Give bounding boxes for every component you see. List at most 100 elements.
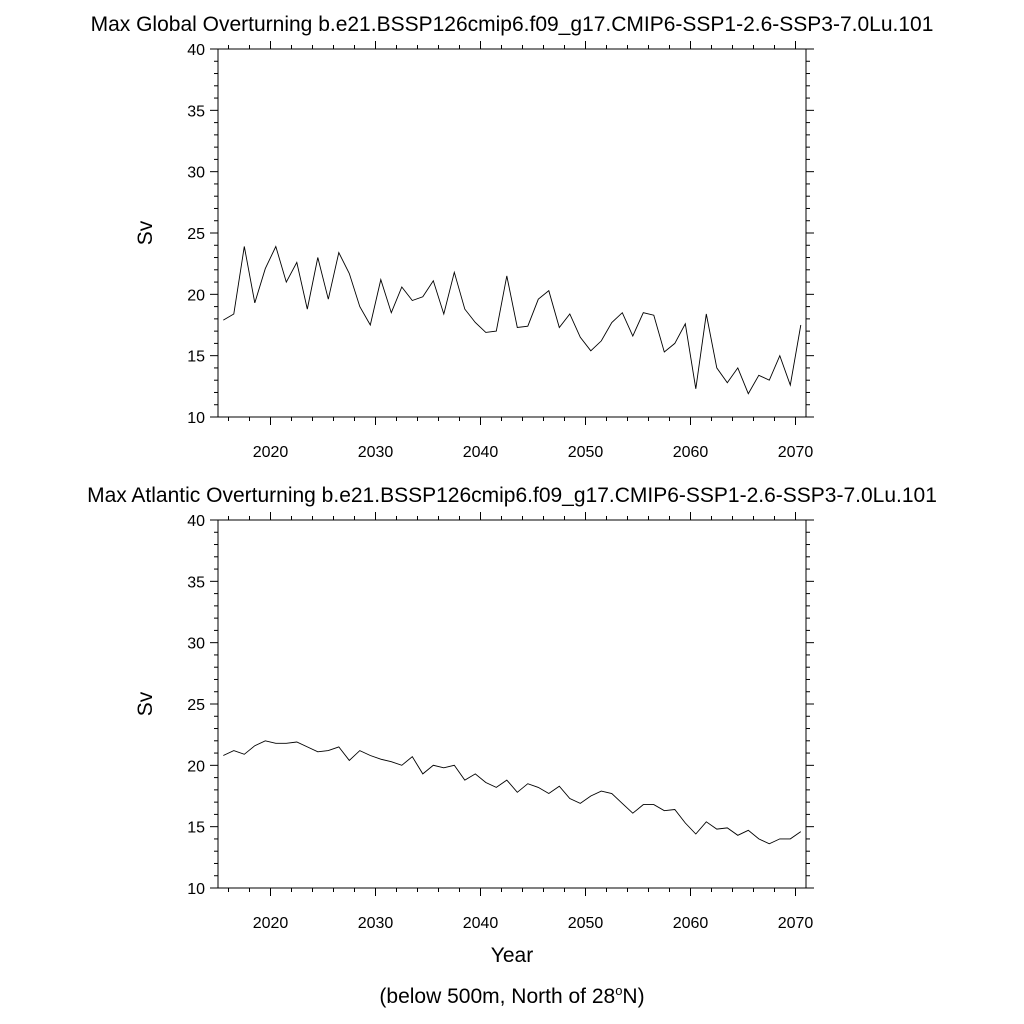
y-tick-label: 20 (187, 287, 205, 304)
atlantic-data-point (747, 829, 750, 832)
global-data-point (432, 279, 435, 282)
global-data-point (778, 354, 781, 357)
x-axis-label: Year (491, 944, 533, 967)
atlantic-data-point (369, 754, 372, 757)
atlantic-data-point (505, 779, 508, 782)
global-data-point (789, 384, 792, 387)
atlantic-y-tick-labels: 10 15 20 25 30 35 40 (187, 513, 205, 898)
y-tick-label: 35 (187, 574, 205, 591)
global-data-point (684, 322, 687, 325)
atlantic-data-point (726, 826, 729, 829)
global-x-tick-labels: 2020 2030 2040 2050 2060 2070 (253, 444, 814, 461)
global-data-point (316, 256, 319, 259)
global-data-point (358, 305, 361, 308)
global-data-point (600, 339, 603, 342)
atlantic-data-point (379, 758, 382, 761)
atlantic-data-point (274, 742, 277, 745)
global-data-point (232, 313, 235, 316)
y-tick-label: 25 (187, 226, 205, 243)
global-data-point (400, 286, 403, 289)
atlantic-data-point (421, 772, 424, 775)
y-tick-label: 30 (187, 636, 205, 653)
atlantic-data-point (316, 750, 319, 753)
atlantic-data-point (306, 745, 309, 748)
global-data-point (442, 313, 445, 316)
global-data-point (715, 366, 718, 369)
global-data-point (757, 374, 760, 377)
global-data-point (243, 245, 246, 248)
atlantic-data-point (526, 782, 529, 785)
global-data-point (411, 299, 414, 302)
atlantic-x-tick-labels: 2020 2030 2040 2050 2060 2070 (253, 915, 814, 932)
atlantic-data-point (684, 822, 687, 825)
atlantic-data-point (474, 772, 477, 775)
y-tick-label: 15 (187, 820, 205, 837)
global-data-point (642, 311, 645, 314)
global-data-point (390, 311, 393, 314)
global-data-point (264, 267, 267, 270)
y-tick-label: 30 (187, 165, 205, 182)
global-data-point (369, 324, 372, 327)
y-tick-label: 10 (187, 881, 205, 898)
y-tick-label: 35 (187, 103, 205, 120)
global-data-point (537, 298, 540, 301)
atlantic-data-point (516, 791, 519, 794)
atlantic-data-point (442, 766, 445, 769)
y-tick-label: 10 (187, 410, 205, 427)
atlantic-data-point (264, 739, 267, 742)
footnote: (below 500m, North of 28oN) (379, 983, 644, 1008)
global-data-point (379, 278, 382, 281)
atlantic-data-point (736, 834, 739, 837)
global-data-point (474, 321, 477, 324)
atlantic-data-point (621, 802, 624, 805)
atlantic-data-point (558, 785, 561, 788)
atlantic-data-point (390, 760, 393, 763)
atlantic-data-point (337, 745, 340, 748)
atlantic-y-axis-label: Sv (134, 691, 157, 716)
atlantic-data-point (232, 749, 235, 752)
global-data-point (799, 324, 802, 327)
global-data-point (547, 289, 550, 292)
x-tick-label: 2030 (358, 915, 394, 932)
atlantic-data-point (652, 803, 655, 806)
y-tick-label: 40 (187, 513, 205, 530)
global-data-point (589, 349, 592, 352)
y-tick-label: 15 (187, 349, 205, 366)
global-plot-frame (217, 48, 807, 418)
x-tick-label: 2040 (463, 444, 499, 461)
atlantic-data-point (537, 786, 540, 789)
global-data-point (306, 308, 309, 311)
atlantic-data-point (463, 779, 466, 782)
global-data-point (579, 336, 582, 339)
global-data-point (516, 326, 519, 329)
global-overturning-line (223, 245, 802, 395)
footnote-prefix: (below 500m, North of 28 (379, 985, 615, 1008)
global-data-point (610, 321, 613, 324)
global-data-point (285, 281, 288, 284)
global-y-axis-label: Sv (134, 220, 157, 245)
global-data-point (453, 271, 456, 274)
global-data-point (327, 298, 330, 301)
x-tick-label: 2020 (253, 915, 289, 932)
global-data-point (348, 272, 351, 275)
atlantic-data-point (715, 828, 718, 831)
global-data-point (631, 335, 634, 338)
global-data-point (505, 274, 508, 277)
x-tick-label: 2030 (358, 444, 394, 461)
x-tick-label: 2070 (778, 444, 814, 461)
global-data-point (222, 319, 225, 322)
atlantic-data-point (610, 792, 613, 795)
atlantic-data-point (547, 792, 550, 795)
global-y-tick-labels: 10 15 20 25 30 35 40 (187, 42, 205, 427)
atlantic-overturning-panel: Max Atlantic Overturning b.e21.BSSP126cm… (87, 484, 937, 932)
atlantic-data-point (295, 741, 298, 744)
x-tick-label: 2050 (568, 915, 604, 932)
global-data-point (274, 245, 277, 248)
atlantic-data-point (768, 842, 771, 845)
atlantic-data-point (694, 833, 697, 836)
atlantic-overturning-line (223, 740, 802, 845)
atlantic-data-point (600, 790, 603, 793)
y-tick-label: 25 (187, 697, 205, 714)
atlantic-data-point (631, 812, 634, 815)
